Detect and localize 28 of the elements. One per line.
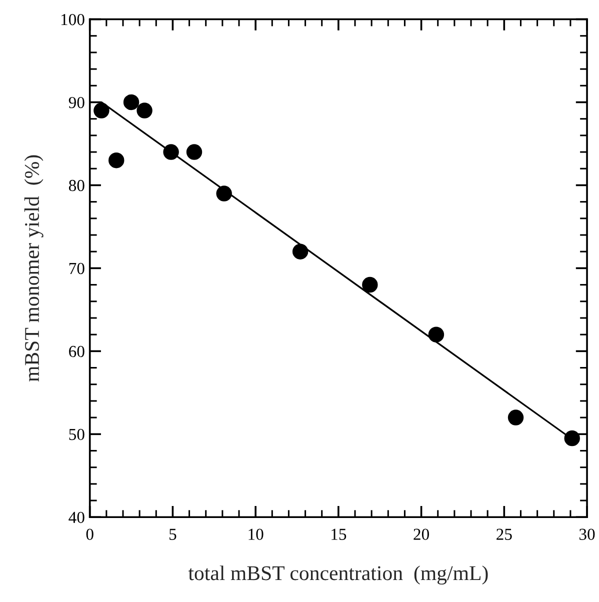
point bbox=[216, 186, 232, 202]
x-tick-label: 25 bbox=[496, 528, 512, 540]
point bbox=[163, 144, 179, 160]
y-tick-label: 80 bbox=[68, 180, 84, 192]
x-tick-label: 0 bbox=[86, 528, 94, 540]
x-tick-label: 5 bbox=[170, 528, 176, 540]
y-axis-title: mBST monomer yield (%) bbox=[24, 155, 44, 382]
point bbox=[123, 94, 140, 110]
y-tick-label: 60 bbox=[69, 346, 84, 358]
y-tick-label: 50 bbox=[69, 428, 84, 440]
x-axis-title: total mBST concentration (mg/mL) bbox=[188, 566, 488, 585]
y-tick-label: 70 bbox=[69, 262, 84, 274]
point bbox=[292, 244, 308, 260]
y-tick-label: 40 bbox=[68, 512, 84, 524]
point bbox=[362, 276, 378, 293]
point bbox=[94, 102, 110, 118]
point bbox=[136, 102, 152, 118]
x-tick-label: 30 bbox=[579, 528, 595, 540]
x-tick-label: 15 bbox=[332, 528, 346, 540]
point bbox=[428, 326, 444, 342]
x-tick-label: 20 bbox=[414, 528, 429, 540]
y-tick-label: 90 bbox=[68, 96, 84, 108]
point bbox=[564, 430, 580, 446]
x-tick-label: 10 bbox=[248, 528, 264, 540]
point bbox=[186, 144, 202, 160]
y-tick-label: 100 bbox=[61, 14, 84, 26]
point bbox=[508, 410, 524, 426]
point bbox=[108, 152, 124, 168]
